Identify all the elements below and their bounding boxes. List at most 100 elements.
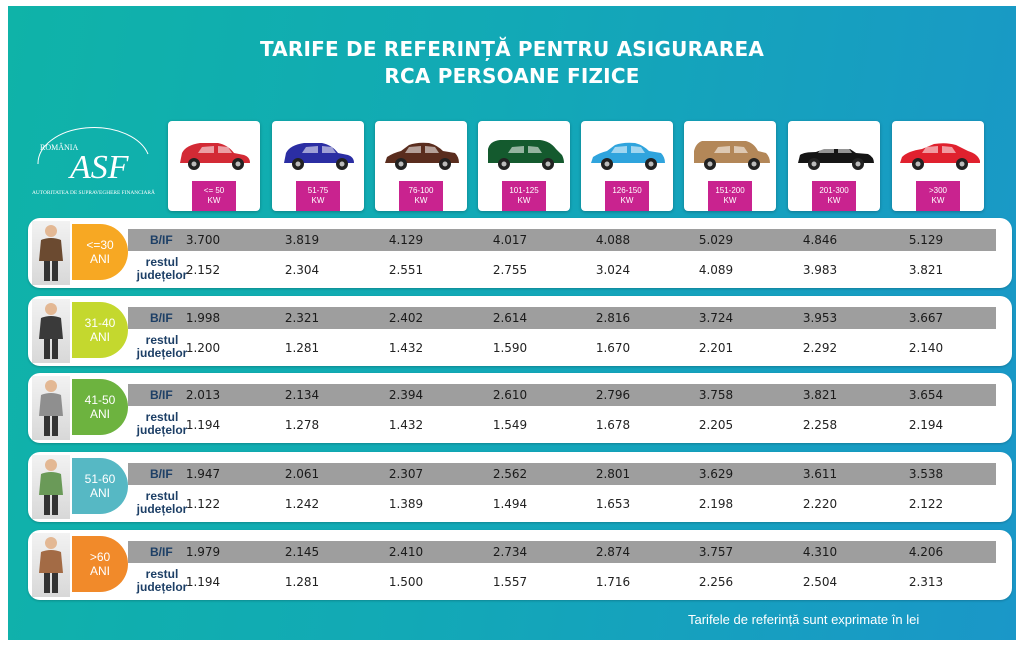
bif-tariff-cell: 4.129 bbox=[388, 233, 424, 247]
bif-tariff-cell: 3.667 bbox=[908, 311, 944, 325]
bif-tariff-cell: 2.801 bbox=[595, 467, 631, 481]
person-figure bbox=[32, 533, 70, 597]
age-range: <=30 bbox=[86, 238, 114, 252]
kw-range-tag: 126-150 KW bbox=[605, 181, 649, 211]
rest-label-line-2: județelor bbox=[136, 580, 188, 594]
power-class-card: 126-150 KW bbox=[581, 121, 673, 211]
rest-tariff-cell: 1.278 bbox=[284, 418, 320, 432]
rest-tariff-cell: 2.292 bbox=[802, 341, 838, 355]
bif-label: B/IF bbox=[150, 545, 173, 559]
bif-row-bar bbox=[128, 307, 996, 329]
rest-tariff-cell: 2.198 bbox=[698, 497, 734, 511]
age-unit: ANI bbox=[89, 330, 110, 344]
rest-label: restul județelor bbox=[132, 490, 192, 516]
bif-tariff-cell: 2.874 bbox=[595, 545, 631, 559]
kw-unit: KW bbox=[517, 196, 531, 205]
rest-label-line-2: județelor bbox=[136, 502, 188, 516]
bif-row-bar bbox=[128, 229, 996, 251]
bif-tariff-cell: 4.017 bbox=[492, 233, 528, 247]
age-range: 41-50 bbox=[84, 393, 116, 407]
bif-tariff-cell: 2.321 bbox=[284, 311, 320, 325]
bif-tariff-cell: 2.134 bbox=[284, 388, 320, 402]
kw-unit: KW bbox=[207, 196, 221, 205]
kw-range-tag: 101-125 KW bbox=[502, 181, 546, 211]
bif-tariff-cell: 2.394 bbox=[388, 388, 424, 402]
bif-label: B/IF bbox=[150, 233, 173, 247]
kw-unit: KW bbox=[827, 196, 841, 205]
age-badge: >60 ANI bbox=[72, 536, 128, 592]
logo-monogram: ASF bbox=[68, 149, 130, 186]
page-title: TARIFE DE REFERINȚĂ PENTRU ASIGURAREA RC… bbox=[8, 36, 1016, 90]
logo-country: ROMÂNIA bbox=[40, 142, 78, 152]
kw-range: 101-125 bbox=[509, 186, 539, 195]
age-badge: <=30 ANI bbox=[72, 224, 128, 280]
power-class-card: >300 KW bbox=[892, 121, 984, 211]
kw-range-tag: 51-75 KW bbox=[296, 181, 340, 211]
bif-tariff-cell: 3.654 bbox=[908, 388, 944, 402]
rest-label-line-1: restul bbox=[145, 567, 179, 581]
bif-tariff-cell: 3.821 bbox=[802, 388, 838, 402]
bif-label: B/IF bbox=[150, 388, 173, 402]
kw-range: 201-300 bbox=[819, 186, 849, 195]
rest-tariff-cell: 2.220 bbox=[802, 497, 838, 511]
person-icon bbox=[39, 380, 63, 436]
rest-tariff-cell: 2.256 bbox=[698, 575, 734, 589]
rest-tariff-cell: 1.122 bbox=[185, 497, 221, 511]
rest-tariff-cell: 3.024 bbox=[595, 263, 631, 277]
bif-tariff-cell: 4.206 bbox=[908, 545, 944, 559]
rest-tariff-cell: 2.194 bbox=[908, 418, 944, 432]
rest-tariff-cell: 1.432 bbox=[388, 341, 424, 355]
rest-tariff-cell: 4.089 bbox=[698, 263, 734, 277]
hatchback-icon bbox=[180, 143, 250, 170]
person-figure bbox=[32, 221, 70, 285]
bif-tariff-cell: 2.816 bbox=[595, 311, 631, 325]
person-figure bbox=[32, 376, 70, 440]
age-group-row: 41-50 ANI B/IF restul județelor 2.013 2.134 2.3… bbox=[28, 373, 1012, 443]
rest-tariff-cell: 2.551 bbox=[388, 263, 424, 277]
minivan-icon bbox=[488, 140, 564, 170]
rest-tariff-cell: 1.200 bbox=[185, 341, 221, 355]
age-range: 31-40 bbox=[84, 316, 116, 330]
bif-tariff-cell: 2.614 bbox=[492, 311, 528, 325]
hatchback-icon bbox=[284, 143, 354, 170]
sedan-icon bbox=[591, 142, 665, 170]
rest-tariff-cell: 2.258 bbox=[802, 418, 838, 432]
rest-tariff-cell: 1.590 bbox=[492, 341, 528, 355]
rest-tariff-cell: 1.281 bbox=[284, 341, 320, 355]
bif-tariff-cell: 2.307 bbox=[388, 467, 424, 481]
infographic-panel: TARIFE DE REFERINȚĂ PENTRU ASIGURAREA RC… bbox=[8, 6, 1016, 640]
title-line-1: TARIFE DE REFERINȚĂ PENTRU ASIGURAREA bbox=[259, 37, 765, 61]
rest-label-line-2: județelor bbox=[136, 346, 188, 360]
bif-tariff-cell: 2.061 bbox=[284, 467, 320, 481]
kw-range: 76-100 bbox=[408, 186, 434, 195]
kw-unit: KW bbox=[620, 196, 634, 205]
rest-tariff-cell: 3.821 bbox=[908, 263, 944, 277]
bif-tariff-cell: 2.610 bbox=[492, 388, 528, 402]
rest-tariff-cell: 2.205 bbox=[698, 418, 734, 432]
rest-tariff-cell: 2.140 bbox=[908, 341, 944, 355]
bif-tariff-cell: 3.611 bbox=[802, 467, 838, 481]
title-line-2: RCA PERSOANE FIZICE bbox=[384, 64, 640, 88]
rest-label: restul județelor bbox=[132, 256, 192, 282]
bif-label: B/IF bbox=[150, 467, 173, 481]
age-group-row: >60 ANI B/IF restul județelor 1.979 2.145 2.410… bbox=[28, 530, 1012, 600]
rest-label-line-1: restul bbox=[145, 410, 179, 424]
rest-tariff-cell: 1.549 bbox=[492, 418, 528, 432]
age-group-row: <=30 ANI B/IF restul județelor 3.700 3.819 4.12… bbox=[28, 218, 1012, 288]
age-group-row: 31-40 ANI B/IF restul județelor 1.998 2.321 2.4… bbox=[28, 296, 1012, 366]
rest-tariff-cell: 1.194 bbox=[185, 418, 221, 432]
bif-tariff-cell: 2.402 bbox=[388, 311, 424, 325]
kw-unit: KW bbox=[414, 196, 428, 205]
rest-tariff-cell: 1.557 bbox=[492, 575, 528, 589]
bif-tariff-cell: 3.724 bbox=[698, 311, 734, 325]
person-figure bbox=[32, 455, 70, 519]
kw-range: 126-150 bbox=[612, 186, 642, 195]
power-class-card: 201-300 KW bbox=[788, 121, 880, 211]
rest-label-line-1: restul bbox=[145, 489, 179, 503]
kw-range-tag: >300 KW bbox=[916, 181, 960, 211]
rest-tariff-cell: 2.152 bbox=[185, 263, 221, 277]
bif-tariff-cell: 1.979 bbox=[185, 545, 221, 559]
rest-tariff-cell: 1.432 bbox=[388, 418, 424, 432]
rest-tariff-cell: 2.201 bbox=[698, 341, 734, 355]
rest-tariff-cell: 1.194 bbox=[185, 575, 221, 589]
